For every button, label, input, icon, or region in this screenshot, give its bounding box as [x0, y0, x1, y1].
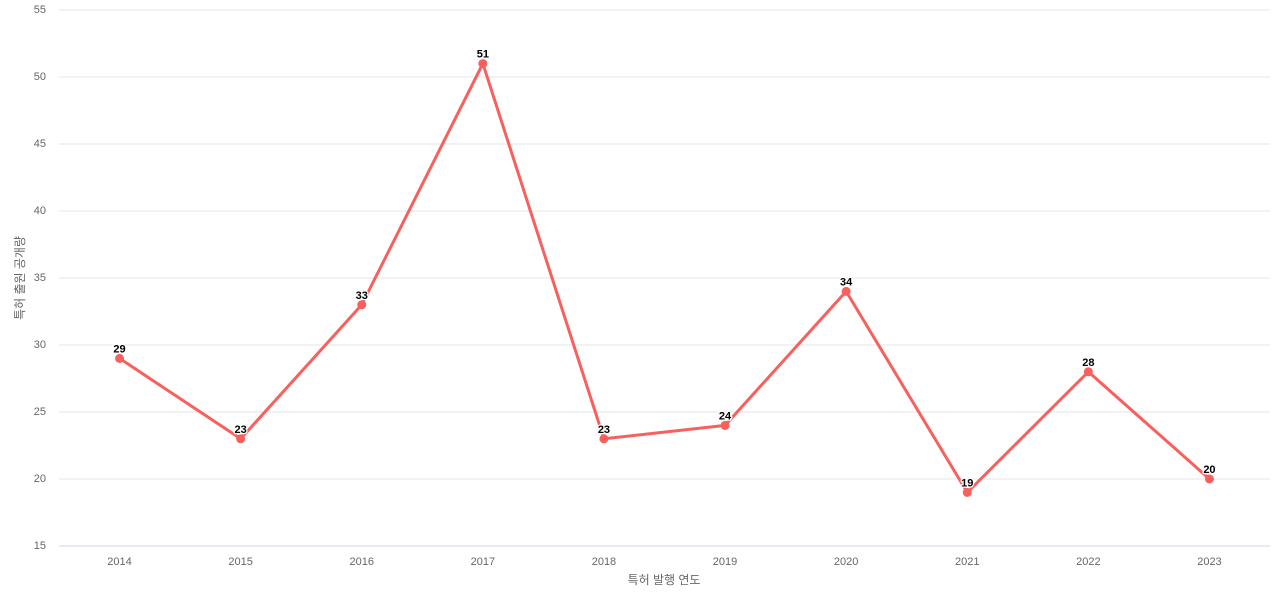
y-tick-label: 30	[34, 339, 46, 351]
y-tick-label: 55	[34, 4, 46, 16]
y-tick-label: 35	[34, 272, 46, 284]
data-point-2018[interactable]	[599, 434, 609, 444]
data-point-label: 24	[719, 410, 732, 422]
data-point-label: 20	[1203, 464, 1215, 476]
data-point-2023[interactable]	[1204, 474, 1214, 484]
data-point-2014[interactable]	[115, 353, 125, 363]
x-tick-label: 2021	[955, 556, 979, 568]
series-line	[118, 62, 1211, 494]
data-point-label: 51	[477, 49, 489, 61]
x-tick-label: 2022	[1076, 556, 1100, 568]
data-point-label: 23	[235, 424, 247, 436]
x-tick-label: 2016	[350, 556, 374, 568]
data-point-2022[interactable]	[1083, 367, 1093, 377]
x-tick-label: 2015	[228, 556, 252, 568]
data-point-label: 28	[1082, 357, 1094, 369]
y-tick-label: 40	[34, 205, 46, 217]
x-tick-label: 2023	[1197, 556, 1221, 568]
x-axis-title: 특허 발행 연도	[628, 572, 701, 587]
x-tick-label: 2017	[471, 556, 495, 568]
y-tick-label: 20	[34, 473, 46, 485]
data-point-2019[interactable]	[720, 420, 730, 430]
x-tick-label: 2014	[107, 556, 131, 568]
data-point-2015[interactable]	[236, 434, 246, 444]
x-tick-label: 2020	[834, 556, 858, 568]
data-point-2016[interactable]	[357, 300, 367, 310]
y-tick-label: 50	[34, 71, 46, 83]
data-point-2020[interactable]	[841, 286, 851, 296]
data-point-2017[interactable]	[478, 59, 488, 69]
data-point-label: 23	[598, 424, 610, 436]
data-point-2021[interactable]	[962, 487, 972, 497]
x-tick-label: 2019	[713, 556, 737, 568]
x-tick-label: 2018	[592, 556, 616, 568]
data-point-label: 33	[356, 290, 368, 302]
y-axis-title: 특허 출원 공개량	[13, 236, 27, 320]
y-tick-label: 45	[34, 138, 46, 150]
data-point-label: 19	[961, 477, 973, 489]
data-point-label: 34	[840, 276, 853, 288]
y-tick-label: 15	[34, 540, 46, 552]
y-tick-label: 25	[34, 406, 46, 418]
data-point-label: 29	[113, 343, 125, 355]
